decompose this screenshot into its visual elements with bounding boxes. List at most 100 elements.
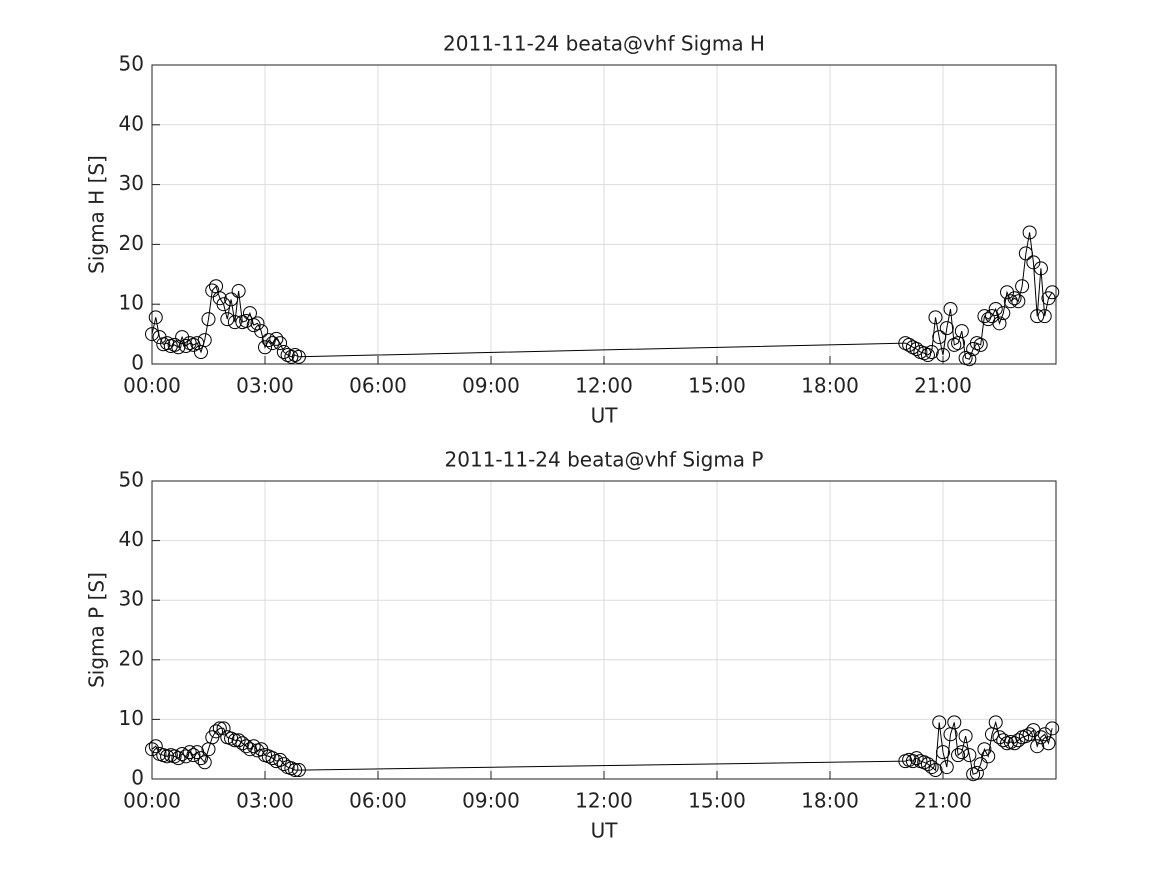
y-axis-label: Sigma H [S] (85, 155, 109, 274)
data-point (265, 751, 280, 766)
data-point (954, 745, 969, 760)
data-point (227, 315, 242, 330)
data-point (932, 715, 947, 730)
data-point (201, 312, 216, 327)
data-point (928, 310, 943, 325)
data-point (197, 333, 212, 348)
data-point (276, 345, 291, 360)
data-point (288, 763, 303, 778)
chart-title: 2011-11-24 beata@vhf Sigma H (443, 32, 765, 56)
chart-title: 2011-11-24 beata@vhf Sigma P (445, 448, 764, 472)
data-point (924, 760, 939, 775)
data-point (936, 348, 950, 363)
data-point (1007, 291, 1022, 306)
data-point (171, 751, 186, 766)
data-point (1015, 279, 1030, 294)
data-point (209, 724, 224, 739)
y-tick-label: 10 (119, 706, 144, 730)
data-point (969, 766, 984, 781)
data-point (1041, 736, 1056, 751)
x-tick-label: 00:00 (123, 789, 181, 813)
y-tick-label: 20 (119, 646, 144, 670)
data-point (216, 721, 231, 736)
data-point (254, 324, 269, 339)
y-tick-label: 20 (119, 231, 144, 255)
data-point (909, 751, 924, 766)
x-tick-label: 21:00 (914, 789, 972, 813)
data-point (239, 313, 254, 328)
data-point (167, 337, 182, 352)
data-point (1018, 246, 1033, 261)
data-point (186, 748, 201, 763)
x-tick-label: 12:00 (575, 789, 633, 813)
data-point (148, 739, 163, 754)
y-axis-label: Sigma P [S] (85, 572, 109, 688)
data-point (905, 754, 920, 769)
data-point (190, 336, 205, 351)
x-axis-label: UT (591, 819, 619, 843)
data-point (996, 306, 1011, 321)
data-point (1011, 733, 1026, 748)
x-tick-label: 18:00 (801, 374, 859, 398)
y-tick-label: 50 (119, 468, 144, 492)
data-point (276, 757, 291, 772)
data-point (212, 721, 227, 736)
data-point (902, 337, 917, 352)
data-point (951, 748, 966, 763)
data-point (1033, 261, 1048, 276)
y-tick-label: 30 (119, 171, 144, 195)
data-point (973, 337, 988, 352)
x-tick-label: 03:00 (236, 789, 294, 813)
data-point (269, 331, 284, 346)
axes-box (151, 64, 1057, 365)
data-point (178, 339, 193, 354)
data-point (1045, 285, 1060, 300)
data-point (220, 312, 235, 327)
data-point (182, 745, 197, 760)
y-tick-label: 40 (119, 111, 144, 135)
data-point (291, 763, 306, 778)
data-point (224, 292, 239, 307)
x-tick-label: 09:00 (462, 374, 520, 398)
data-point (250, 316, 265, 331)
y-tick-label: 40 (119, 527, 144, 551)
data-point (962, 748, 977, 763)
data-point (265, 336, 280, 351)
data-point (273, 336, 288, 351)
data-point (932, 330, 947, 345)
series-line (151, 232, 1053, 360)
x-tick-label: 00:00 (123, 374, 181, 398)
y-tick-label: 30 (119, 587, 144, 611)
x-tick-label: 06:00 (349, 374, 407, 398)
data-point (258, 340, 272, 355)
x-tick-label: 06:00 (349, 789, 407, 813)
data-point (1030, 309, 1045, 324)
data-point (1030, 739, 1045, 754)
data-point (936, 745, 950, 760)
data-point (947, 715, 962, 730)
data-point (197, 755, 212, 770)
x-axis-label: UT (591, 404, 619, 428)
x-tick-label: 18:00 (801, 789, 859, 813)
data-point (261, 333, 276, 348)
data-point (977, 309, 992, 324)
data-point (981, 749, 996, 764)
x-tick-label: 09:00 (462, 789, 520, 813)
data-point (943, 301, 958, 316)
x-tick-label: 12:00 (575, 374, 633, 398)
data-point (984, 309, 999, 324)
data-point (988, 301, 1003, 316)
data-point (988, 715, 1003, 730)
x-tick-label: 03:00 (236, 374, 294, 398)
data-point (227, 733, 242, 748)
data-point (1022, 727, 1037, 742)
data-point (962, 352, 977, 367)
series-line (151, 720, 1053, 775)
data-point (145, 742, 159, 757)
data-point (145, 327, 159, 342)
data-point (909, 342, 924, 357)
data-point (992, 316, 1007, 331)
data-point (273, 752, 288, 767)
y-tick-label: 10 (119, 291, 144, 315)
